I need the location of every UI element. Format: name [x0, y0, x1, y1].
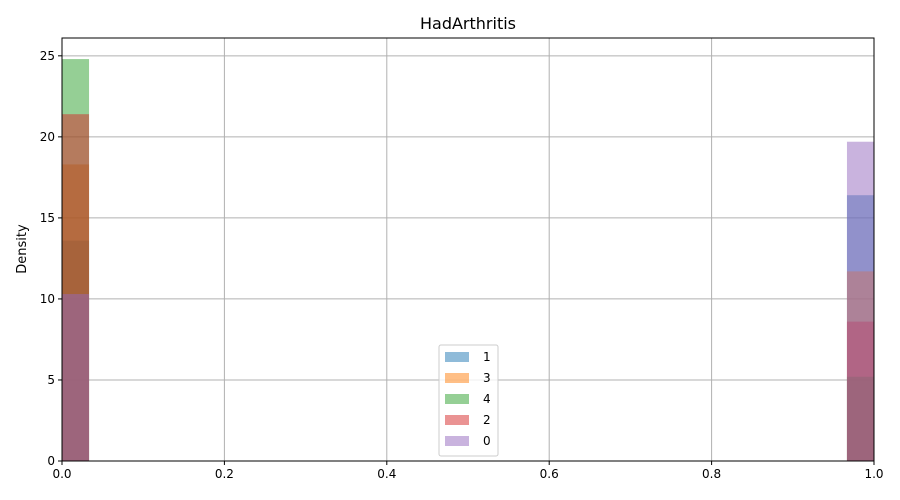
chart-title: HadArthritis	[420, 14, 516, 33]
legend-label-3: 3	[483, 371, 491, 385]
x-tick-label: 0.2	[215, 467, 234, 481]
legend-label-2: 2	[483, 413, 491, 427]
legend-label-4: 4	[483, 392, 491, 406]
bars	[62, 59, 874, 462]
bar-series-0-bin-0	[62, 294, 90, 461]
legend-swatch-2	[445, 415, 469, 425]
x-tick-label: 0.8	[702, 467, 721, 481]
y-axis: 0 5 10 15 20 25	[40, 49, 62, 468]
x-tick-label: 0.4	[377, 467, 396, 481]
y-tick-label: 20	[40, 130, 55, 144]
bar-series-0-bin-1	[846, 141, 874, 462]
legend-swatch-0	[445, 436, 469, 446]
y-tick-label: 5	[47, 373, 55, 387]
y-axis-label: Density	[15, 224, 30, 274]
legend-swatch-3	[445, 373, 469, 383]
x-tick-label: 0.0	[52, 467, 71, 481]
legend: 1 3 4 2 0	[438, 344, 499, 457]
y-tick-label: 10	[40, 292, 55, 306]
y-tick-label: 15	[40, 211, 55, 225]
legend-swatch-4	[445, 394, 469, 404]
x-tick-label: 0.6	[540, 467, 559, 481]
legend-label-1: 1	[483, 350, 491, 364]
x-tick-label: 1.0	[864, 467, 883, 481]
x-axis: 0.0 0.2 0.4 0.6 0.8 1.0	[52, 461, 884, 481]
plot-frame	[61, 37, 875, 462]
legend-label-0: 0	[483, 434, 491, 448]
y-tick-label: 25	[40, 49, 55, 63]
y-tick-label: 0	[47, 454, 55, 468]
legend-swatch-1	[445, 352, 469, 362]
